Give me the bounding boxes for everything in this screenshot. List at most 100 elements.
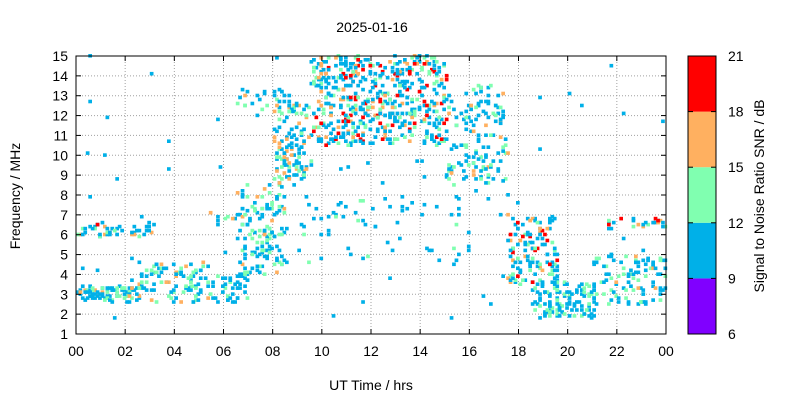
data-point <box>400 101 405 106</box>
data-point <box>550 214 555 219</box>
data-point <box>275 210 279 215</box>
data-point <box>616 300 621 304</box>
data-point <box>415 56 419 60</box>
data-point <box>607 220 611 225</box>
data-point <box>511 216 515 221</box>
data-point <box>434 101 439 106</box>
data-point <box>285 260 289 265</box>
data-point <box>339 97 343 102</box>
data-point <box>78 288 83 292</box>
data-point <box>489 165 493 169</box>
data-point <box>528 262 532 267</box>
data-point <box>368 127 373 132</box>
data-point <box>181 274 186 278</box>
data-point <box>479 99 483 104</box>
data-point <box>609 298 614 302</box>
data-point <box>304 167 309 171</box>
data-point <box>577 284 582 288</box>
data-point <box>385 137 390 141</box>
data-point <box>466 230 471 235</box>
data-point <box>530 216 535 221</box>
data-point <box>321 75 326 80</box>
data-point <box>437 83 442 88</box>
data-point <box>196 298 201 302</box>
data-point <box>299 129 304 134</box>
data-point <box>206 284 210 288</box>
data-point <box>641 224 646 229</box>
data-point <box>85 151 90 155</box>
data-point <box>348 119 353 124</box>
data-point <box>353 95 358 100</box>
data-point <box>550 272 555 276</box>
data-point <box>471 161 476 165</box>
data-point <box>90 294 95 298</box>
data-point <box>439 81 444 86</box>
data-point <box>516 226 520 231</box>
data-point <box>653 220 658 225</box>
x-axis-ticks: 00 02 04 06 08 10 12 14 16 18 20 22 00 <box>68 56 674 359</box>
data-point <box>294 125 299 130</box>
data-point <box>545 226 550 231</box>
data-point <box>432 139 437 143</box>
data-point <box>378 75 383 80</box>
data-point <box>346 131 351 136</box>
data-point <box>651 262 655 267</box>
data-point <box>230 300 235 304</box>
data-point <box>233 282 237 286</box>
data-point <box>339 105 343 110</box>
data-point <box>243 103 247 108</box>
data-point <box>371 63 375 68</box>
data-point <box>203 276 208 280</box>
data-point <box>277 175 282 179</box>
data-point <box>427 69 432 74</box>
data-point <box>351 71 355 76</box>
data-point <box>555 264 560 269</box>
data-point <box>277 232 282 237</box>
x-tick-label: 04 <box>167 343 183 359</box>
data-point <box>430 137 434 141</box>
data-point <box>592 262 596 267</box>
data-point <box>380 101 385 106</box>
data-point <box>358 79 363 84</box>
data-point <box>339 135 343 139</box>
data-point <box>643 302 648 306</box>
data-point <box>270 230 274 235</box>
data-point <box>543 302 547 306</box>
data-point <box>609 226 614 231</box>
data-point <box>380 125 385 130</box>
data-point <box>432 63 437 68</box>
data-point <box>321 107 326 112</box>
data-point <box>361 63 365 68</box>
data-point <box>297 121 301 126</box>
data-point <box>289 141 294 145</box>
data-point <box>186 276 191 280</box>
data-point <box>368 62 373 66</box>
data-point <box>432 56 437 60</box>
data-point <box>422 139 427 143</box>
data-point <box>139 272 144 276</box>
data-point <box>326 67 331 72</box>
data-point <box>375 62 380 66</box>
data-point <box>545 238 550 243</box>
data-point <box>326 232 331 237</box>
data-point <box>420 212 424 217</box>
data-point <box>486 93 491 98</box>
data-point <box>319 69 324 74</box>
data-point <box>307 260 311 265</box>
data-point <box>250 236 255 241</box>
data-point <box>516 256 520 261</box>
data-point <box>464 153 469 157</box>
data-point <box>407 129 412 134</box>
data-point <box>353 139 358 143</box>
data-point <box>226 294 230 298</box>
data-point <box>442 93 446 98</box>
data-point <box>589 316 594 320</box>
data-point <box>403 79 407 84</box>
data-point <box>358 137 363 141</box>
data-point <box>368 119 373 124</box>
data-point <box>90 226 95 231</box>
data-point <box>289 127 294 132</box>
data-point <box>272 89 277 94</box>
data-point <box>403 119 407 124</box>
data-point <box>538 232 542 237</box>
